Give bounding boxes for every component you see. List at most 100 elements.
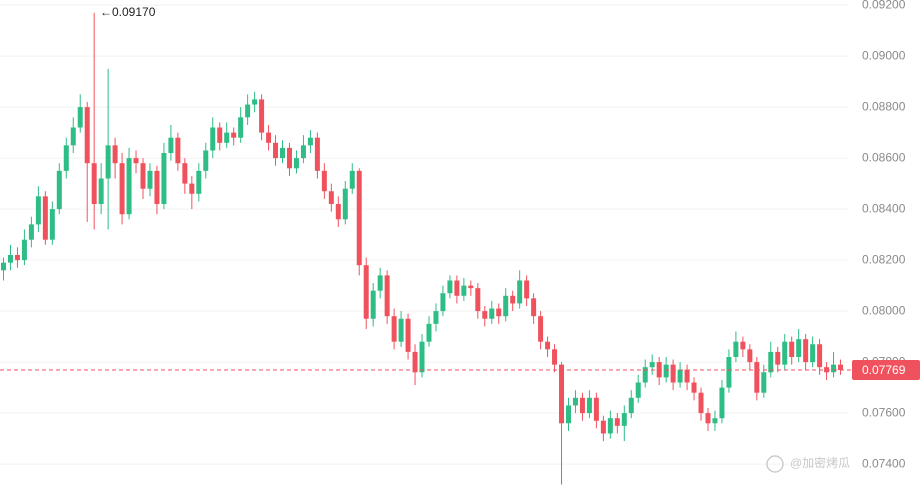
candle-body [370, 290, 376, 319]
candle-body [203, 150, 209, 171]
high-annotation: 0.09170 [112, 5, 156, 19]
candle-body [91, 163, 97, 204]
candle-body [300, 145, 306, 159]
candle-body [649, 362, 655, 368]
candle-body [454, 280, 460, 296]
y-tick-label: 0.08200 [862, 252, 906, 266]
candle-body [524, 280, 530, 299]
candle-body [384, 275, 390, 317]
candle-body [621, 413, 627, 426]
candle-body [273, 142, 279, 159]
candle-body [210, 127, 216, 151]
overlay: 0.07769 ← 0.09170 @加密烤瓜 [0, 5, 920, 473]
candle-body [189, 183, 195, 194]
candle-body [831, 364, 837, 373]
candle-body [817, 344, 823, 368]
candle-body [433, 311, 439, 324]
candle-body [838, 364, 844, 370]
candle-body [356, 170, 362, 266]
candle-body [586, 397, 592, 414]
candle-body [712, 418, 718, 424]
candle-body [42, 196, 48, 240]
candle-body [70, 127, 76, 146]
high-arrow: ← [100, 5, 112, 19]
candle-body [489, 308, 495, 319]
last-price-label: 0.07769 [862, 363, 906, 377]
y-tick-label: 0.08400 [862, 201, 906, 215]
candle-body [307, 137, 313, 146]
candle-body [398, 318, 404, 342]
grid: 0.074000.076000.078000.080000.082000.084… [0, 0, 906, 470]
candle-body [684, 369, 690, 383]
candle-body [789, 341, 795, 357]
candle-body [579, 397, 585, 414]
candle-body [726, 356, 732, 388]
candle-body [21, 239, 27, 261]
candle-body [768, 351, 774, 373]
candle-body [7, 254, 13, 263]
candle-body [238, 117, 244, 138]
candle-body [35, 196, 41, 225]
watermark: @加密烤瓜 [790, 455, 850, 470]
candle-body [447, 280, 453, 294]
candle-body [259, 99, 265, 133]
candle-body [552, 349, 558, 365]
last-price-tag [852, 359, 920, 380]
candle-body [426, 323, 432, 342]
candle-body [321, 170, 327, 192]
y-tick-label: 0.08800 [862, 99, 906, 113]
candle-body [496, 308, 502, 317]
candle-body [614, 418, 620, 426]
y-tick-label: 0.07600 [862, 405, 906, 419]
candle-body [175, 137, 181, 164]
candle-body [628, 397, 634, 414]
candle-body [593, 397, 599, 421]
candles [1, 12, 844, 485]
y-tick-label: 0.08000 [862, 303, 906, 317]
candle-body [419, 341, 425, 373]
candle-body [154, 170, 160, 204]
candle-body [56, 170, 62, 210]
candle-body [510, 295, 516, 304]
candle-body [231, 132, 237, 138]
candle-body [677, 369, 683, 383]
candle-body [112, 145, 118, 164]
candle-body [600, 420, 606, 434]
candle-body [670, 364, 676, 383]
candle-body [245, 104, 251, 118]
candle-body [405, 318, 411, 352]
candle-body [161, 152, 167, 204]
candle-body [475, 288, 481, 312]
candle-body [747, 349, 753, 363]
candle-body [328, 191, 334, 204]
candle-body [63, 145, 69, 171]
candle-body [461, 285, 467, 296]
candle-body [363, 265, 369, 319]
candle-body [761, 372, 767, 393]
candle-body [377, 275, 383, 291]
candle-body [538, 316, 544, 342]
candle-body [28, 224, 34, 240]
candle-body [482, 311, 488, 319]
candle-body [133, 158, 139, 164]
candle-body [531, 298, 537, 317]
candle-body [140, 163, 146, 189]
candle-body [635, 382, 641, 398]
candle-body [803, 339, 809, 363]
candle-body [168, 137, 174, 153]
watermark-icon [766, 455, 784, 473]
candle-body [77, 107, 83, 128]
candle-body [719, 387, 725, 419]
candle-body [119, 163, 125, 215]
candle-body [293, 158, 299, 169]
candle-body [391, 316, 397, 342]
candle-body [517, 280, 523, 304]
candle-body [1, 262, 6, 271]
candle-body [698, 392, 704, 414]
candle-body [147, 170, 153, 189]
candle-body [314, 137, 320, 171]
y-tick-label: 0.09000 [862, 48, 906, 62]
